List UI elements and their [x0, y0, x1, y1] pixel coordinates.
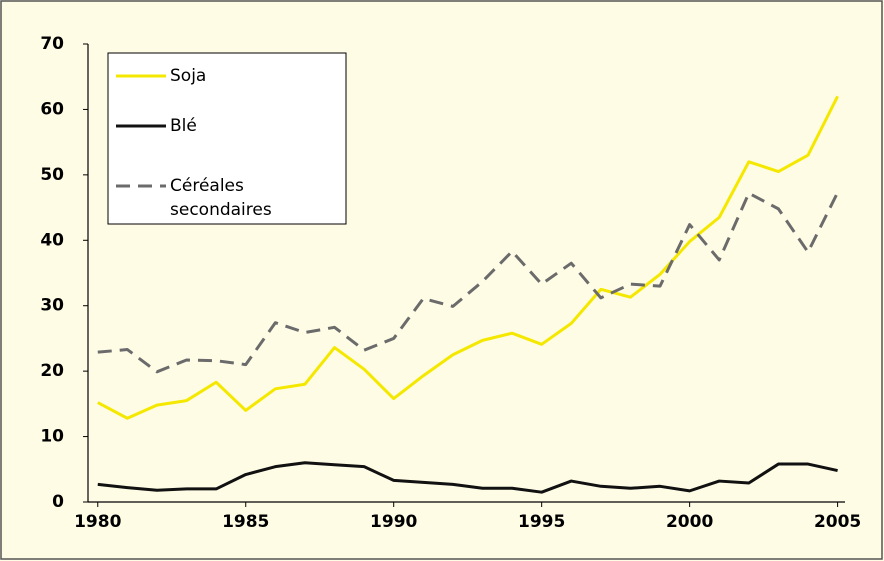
x-tick-label: 2000	[666, 512, 713, 532]
y-tick-label: 50	[40, 165, 64, 185]
series-line	[97, 95, 839, 420]
y-tick-label: 20	[40, 361, 64, 381]
y-tick-label: 40	[40, 230, 64, 250]
x-tick-label: 1995	[518, 512, 565, 532]
legend-label: Blé	[170, 116, 197, 136]
x-tick-label: 1980	[74, 512, 121, 532]
x-tick-label: 1990	[370, 512, 417, 532]
series-line	[97, 461, 838, 494]
y-tick-label: 60	[40, 99, 64, 119]
series-line	[97, 191, 839, 374]
y-tick-label: 30	[40, 296, 64, 316]
y-tick-label: 70	[40, 34, 64, 54]
y-tick-label: 10	[40, 427, 64, 447]
legend-label: Céréales secondaires	[170, 176, 272, 220]
x-tick-label: 1985	[222, 512, 269, 532]
legend	[107, 52, 347, 225]
x-tick-label: 2005	[814, 512, 861, 532]
legend-label: Soja	[170, 66, 206, 86]
y-tick-label: 0	[52, 492, 64, 512]
